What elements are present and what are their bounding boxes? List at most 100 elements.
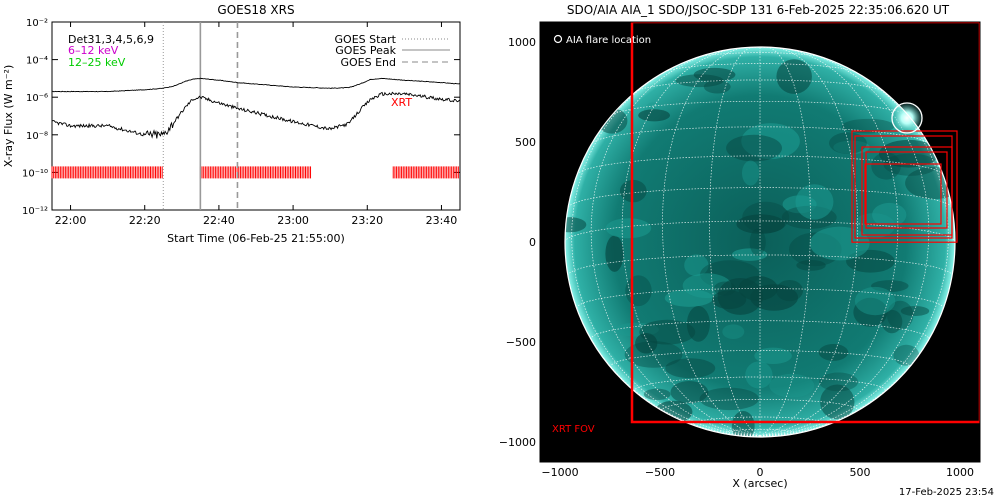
goes-xrs-chart: GOES18 XRS 22:00 22:20 22:40 23:00 23:20 23:4… bbox=[2, 3, 461, 245]
goes-x-tick-label: 22:00 bbox=[55, 214, 87, 227]
goes-legend: GOES Start GOES Peak GOES End bbox=[335, 33, 450, 69]
coronal-dark-region bbox=[565, 217, 587, 233]
goes-y-tick-label: 10⁻⁴ bbox=[26, 56, 48, 67]
solar-longitude-line bbox=[565, 241, 761, 437]
coronal-dark-region bbox=[893, 344, 920, 366]
coronal-dark-region bbox=[665, 358, 716, 379]
coronal-dark-region bbox=[742, 201, 790, 234]
solar-longitude-line bbox=[759, 47, 811, 437]
goes-y-tick-label: 10⁻¹² bbox=[22, 206, 48, 217]
coronal-dark-region bbox=[635, 332, 658, 354]
coronal-dark-region bbox=[881, 309, 903, 334]
coronal-dark-region bbox=[853, 297, 888, 327]
solar-latitude-line bbox=[591, 126, 929, 144]
xrt-coverage-segment bbox=[392, 166, 459, 179]
coronal-bright-region bbox=[722, 324, 745, 339]
coronal-bright-region bbox=[741, 160, 760, 186]
goes-y-tick-label: 10⁻⁶ bbox=[26, 93, 48, 104]
coronal-dark-region bbox=[776, 59, 812, 94]
solar-latitude-line bbox=[567, 187, 953, 208]
coronal-dark-region bbox=[699, 387, 759, 411]
xrt-pointing-box bbox=[861, 146, 953, 236]
coronal-dark-region bbox=[643, 388, 671, 401]
aia-x-tick-label: −500 bbox=[645, 466, 675, 479]
aia-x-tick-label: 1000 bbox=[946, 466, 974, 479]
coronal-dark-region bbox=[670, 381, 709, 404]
aia-y-tick-label: −500 bbox=[506, 336, 536, 349]
goes-x-tick-label: 23:00 bbox=[277, 214, 309, 227]
solar-longitude-line bbox=[621, 47, 761, 437]
goes-chart-title: GOES18 XRS bbox=[217, 3, 294, 17]
coronal-bright-region bbox=[605, 218, 652, 239]
goes-x-tick-label: 23:40 bbox=[426, 214, 458, 227]
legend-goes-peak-label: GOES Peak bbox=[335, 44, 396, 57]
xrt-label: XRT bbox=[391, 96, 412, 109]
coronal-bright-region bbox=[854, 286, 896, 316]
coronal-dark-region bbox=[686, 305, 710, 342]
goes-x-tick-label: 22:20 bbox=[129, 214, 161, 227]
xrt-coverage-segment bbox=[51, 166, 163, 179]
goes-x-axis-label: Start Time (06-Feb-25 21:55:00) bbox=[167, 232, 345, 245]
goes-y-tick-label: 10⁻¹⁰ bbox=[22, 168, 48, 179]
coronal-bright-region bbox=[852, 213, 896, 239]
coronal-dark-region bbox=[731, 410, 755, 437]
goes-y-tick-label: 10⁻⁸ bbox=[26, 131, 48, 142]
flare-location-label: AIA flare location bbox=[566, 35, 651, 46]
coronal-bright-region bbox=[745, 361, 773, 389]
solar-longitude-line bbox=[571, 62, 761, 437]
aia-flare-location-circle bbox=[891, 102, 923, 134]
flare-location-legend-icon bbox=[553, 34, 563, 44]
xrt-pointing-box bbox=[865, 151, 948, 229]
goes-series-short bbox=[51, 91, 461, 139]
coronal-dark-region bbox=[736, 214, 785, 234]
solar-latitude-line bbox=[634, 376, 886, 393]
solar-longitude-line bbox=[759, 435, 766, 437]
solar-longitude-line bbox=[709, 47, 761, 437]
solar-longitude-line bbox=[759, 47, 858, 437]
coronal-bright-region bbox=[769, 373, 815, 398]
xrt-pointing-box bbox=[864, 163, 942, 225]
aia-x-tick-label: −1000 bbox=[541, 466, 578, 479]
flare-bright-region bbox=[890, 101, 924, 135]
solar-latitude-line bbox=[725, 428, 795, 436]
band-12-25-label: 12–25 keV bbox=[68, 56, 126, 69]
detectors-label: Det31,3,4,5,6,9 bbox=[68, 33, 154, 46]
coronal-dark-region bbox=[900, 306, 930, 317]
legend-goes-end-label: GOES End bbox=[340, 56, 396, 69]
coronal-bright-region bbox=[731, 248, 768, 261]
coronal-dark-region bbox=[625, 275, 652, 307]
coronal-dark-region bbox=[796, 259, 826, 271]
coronal-bright-region bbox=[809, 226, 870, 261]
coronal-dark-region bbox=[638, 109, 671, 122]
coronal-dark-region bbox=[749, 228, 766, 256]
coronal-dark-region bbox=[675, 74, 724, 88]
solar-latitude-line bbox=[696, 52, 824, 58]
coronal-bright-region bbox=[872, 202, 907, 227]
xrt-coverage-segment bbox=[199, 166, 312, 179]
aia-y-tick-label: 1000 bbox=[508, 36, 536, 49]
aia-y-tick-label: 0 bbox=[529, 236, 536, 249]
goes-y-axis-label: X-ray Flux (W m⁻²) bbox=[2, 65, 15, 167]
goes-plot-frame bbox=[51, 21, 461, 211]
goes-x-tick-label: 23:20 bbox=[351, 214, 383, 227]
coronal-dark-region bbox=[829, 132, 867, 155]
aia-y-tick-label: 500 bbox=[515, 136, 536, 149]
coronal-dark-region bbox=[871, 280, 909, 292]
legend-goes-start-label: GOES Start bbox=[335, 33, 397, 46]
xrt-pointing-box bbox=[851, 130, 958, 243]
solar-longitude-line bbox=[662, 47, 761, 437]
coronal-dark-region bbox=[820, 384, 855, 420]
goes-series-long bbox=[52, 77, 461, 93]
coronal-bright-region bbox=[795, 184, 834, 220]
coronal-bright-region bbox=[741, 123, 800, 160]
solar-longitude-line bbox=[759, 62, 949, 437]
coronal-dark-region bbox=[605, 235, 624, 272]
solar-longitude-line bbox=[590, 51, 761, 437]
aia-x-axis-label: X (arcsec) bbox=[732, 477, 787, 490]
solar-latitude-line bbox=[611, 100, 909, 116]
coronal-dark-region bbox=[871, 152, 901, 180]
coronal-dark-region bbox=[726, 134, 783, 162]
coronal-dark-region bbox=[738, 276, 778, 301]
xrt-fov-label: XRT FOV bbox=[552, 424, 595, 435]
